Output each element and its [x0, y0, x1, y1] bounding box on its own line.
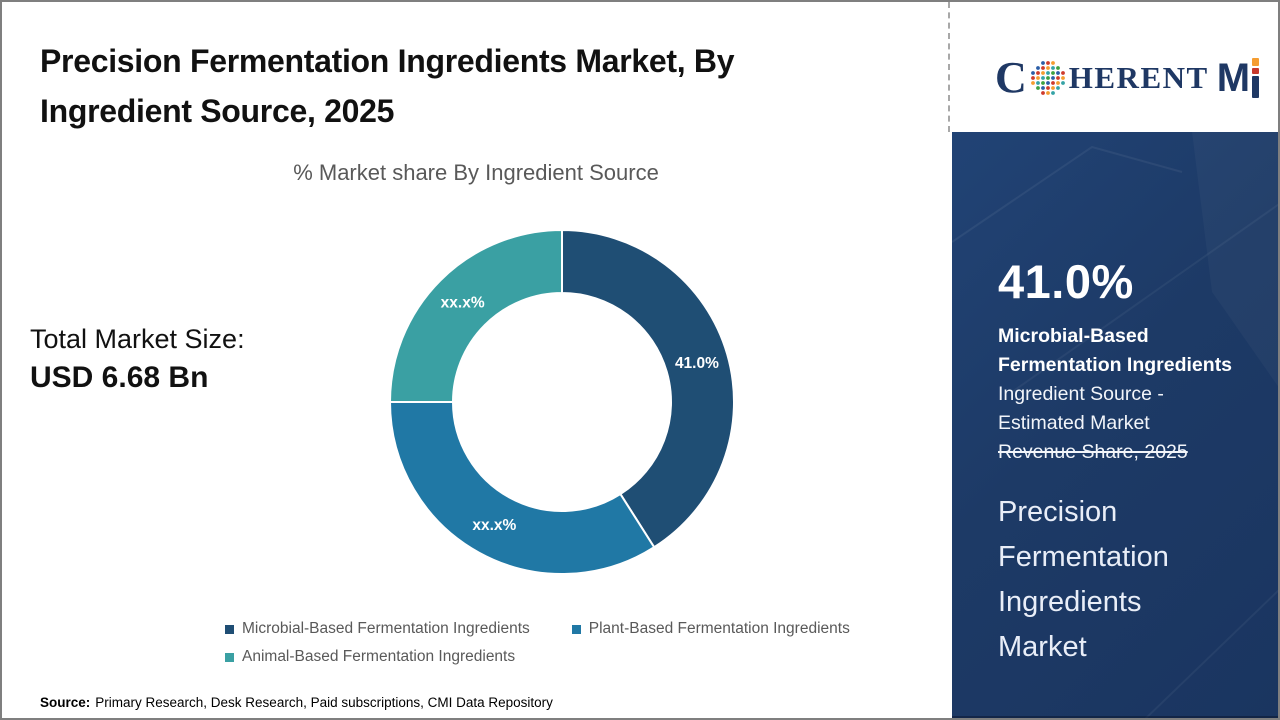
donut-chart: 41.0% xx.x% xx.x% [388, 228, 735, 575]
sidebar-market-title: Precision Fermentation Ingredients Market [998, 490, 1169, 670]
legend-swatch-icon [225, 652, 234, 662]
legend-row: Microbial-Based Fermentation Ingredients… [225, 620, 850, 638]
chart-title: % Market share By Ingredient Source [293, 160, 659, 185]
logo-text-herent: HERENT [1068, 60, 1209, 95]
sidebar-panel: 41.0% Microbial-Based Fermentation Ingred… [952, 132, 1278, 718]
legend-label: Microbial-Based Fermentation Ingredients [242, 620, 530, 637]
donut-slice-1 [561, 228, 735, 549]
sidebar-description-line: Microbial-Based [998, 325, 1149, 347]
sidebar-market-title-line: Market [998, 631, 1087, 663]
legend-item: Plant-Based Fermentation Ingredients [571, 620, 850, 638]
source-label: Source: [40, 695, 91, 710]
legend-swatch-icon [225, 624, 234, 634]
total-market-size-label: Total Market Size: [30, 324, 245, 354]
map-texture-decoration [952, 145, 1278, 718]
page-title-line-2: Ingredient Source, 2025 [40, 93, 395, 129]
sidebar-market-title-line: Fermentation [998, 541, 1169, 573]
total-market-size-block: Total Market Size: USD 6.68 Bn [30, 324, 245, 395]
legend-swatch-icon [571, 624, 581, 634]
slice-label-1: 41.0% [675, 355, 719, 372]
sidebar-description-line: Ingredient Source - [998, 383, 1164, 405]
chart-legend: Microbial-Based Fermentation Ingredients… [225, 620, 850, 676]
legend-label: Animal-Based Fermentation Ingredients [242, 648, 516, 665]
divider-dashed-line [948, 2, 950, 132]
donut-slice-3 [388, 228, 563, 403]
sidebar-market-title-line: Ingredients [998, 586, 1142, 618]
sidebar-market-title-line: Precision [998, 496, 1118, 528]
legend-item: Animal-Based Fermentation Ingredients [225, 648, 515, 666]
coherentmi-logo: C HERENT M [987, 50, 1267, 106]
logo-globe-icon [1030, 61, 1065, 95]
slice-label-3: xx.x% [441, 295, 485, 312]
total-market-size-value: USD 6.68 Bn [30, 361, 209, 394]
logo-letter-m: M [1216, 55, 1250, 100]
logo-i-mark-icon [1252, 58, 1260, 98]
legend-row: Animal-Based Fermentation Ingredients [225, 648, 850, 666]
legend-label: Plant-Based Fermentation Ingredients [588, 620, 850, 637]
sidebar-description-line: Estimated Market [998, 412, 1150, 434]
donut-slice-2 [388, 401, 656, 575]
sidebar-description-line: Revenue Share, 2025 [998, 441, 1188, 463]
source-text: Primary Research, Desk Research, Paid su… [95, 695, 553, 710]
sidebar-description-line: Fermentation Ingredients [998, 354, 1233, 376]
sidebar-description: Microbial-Based Fermentation Ingredients I… [998, 322, 1263, 467]
logo-letter-c: C [994, 53, 1027, 102]
source-note: Source: Primary Research, Desk Research, … [40, 695, 553, 710]
legend-item: Microbial-Based Fermentation Ingredients [225, 620, 530, 638]
sidebar-stat-value: 41.0% [998, 255, 1134, 308]
page-title-line-1: Precision Fermentation Ingredients Marke… [40, 43, 735, 79]
slice-label-2: xx.x% [472, 517, 516, 534]
page-title: Precision Fermentation Ingredients Marke… [40, 36, 920, 136]
